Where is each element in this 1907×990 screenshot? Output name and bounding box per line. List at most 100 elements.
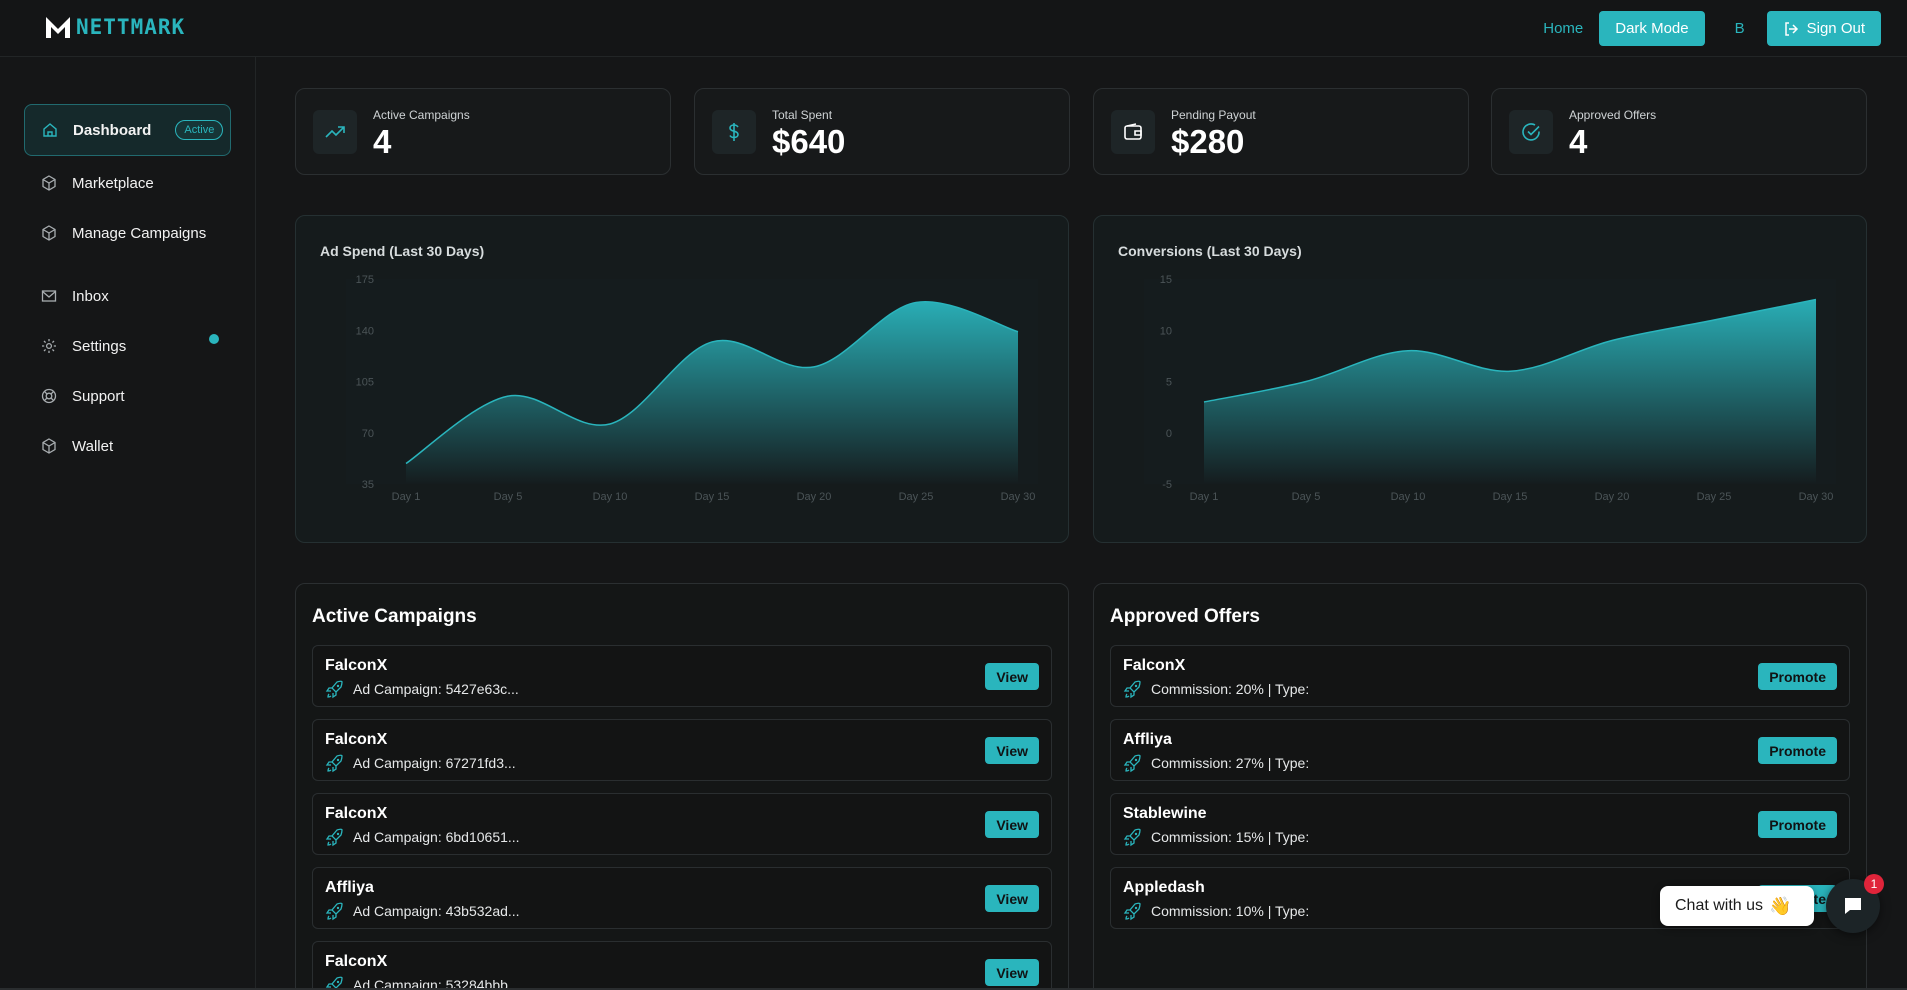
series-area xyxy=(1204,299,1816,484)
sidebar-item-manage-campaigns[interactable]: Manage Campaigns xyxy=(24,207,231,259)
chat-icon xyxy=(1845,898,1861,914)
detail-text: Commission: 10% | Type: xyxy=(1151,903,1310,919)
list-item: FalconX Ad Campaign: 53284bbb... View xyxy=(312,941,1052,990)
series-line xyxy=(405,300,1019,465)
promote-button[interactable]: Promote xyxy=(1758,737,1837,764)
rocket-icon xyxy=(325,902,343,921)
gear-icon xyxy=(40,337,58,355)
sidebar-item-label: Settings xyxy=(72,337,127,355)
sidebar-item-support[interactable]: Support xyxy=(24,370,231,422)
active-campaigns-card: Active Campaigns FalconX Ad Campaign: 542… xyxy=(295,583,1069,990)
sidebar-item-wallet[interactable]: Wallet xyxy=(24,420,231,472)
detail-text: Commission: 27% | Type: xyxy=(1151,755,1310,771)
logo-text: NETTMARK xyxy=(76,15,186,39)
view-button[interactable]: View xyxy=(985,663,1039,690)
check-circle-icon xyxy=(1509,110,1553,154)
list-item: Affliya Commission: 27% | Type: Promote xyxy=(1110,719,1850,781)
sidebar-item-dashboard[interactable]: Dashboard Active xyxy=(24,104,231,156)
inbox-unread-dot xyxy=(209,334,219,344)
x-tick-label: Day 15 xyxy=(695,491,730,503)
logo[interactable]: NETTMARK xyxy=(44,14,185,40)
list-item: Stablewine Commission: 15% | Type: Promote xyxy=(1110,793,1850,855)
y-tick-label: 35 xyxy=(362,479,374,491)
promote-button[interactable]: Promote xyxy=(1758,811,1837,838)
campaign-detail: Ad Campaign: 5427e63c... xyxy=(325,679,519,699)
sidebar-item-marketplace[interactable]: Marketplace xyxy=(24,157,231,209)
rocket-icon xyxy=(325,754,343,773)
detail-text: Ad Campaign: 53284bbb... xyxy=(353,977,520,990)
x-tick-label: Day 30 xyxy=(1799,491,1834,503)
ad-spend-chart: 175 140 105 70 35 Day 1 Day 5 Day 10 Day 15 Day 2… xyxy=(346,274,1038,503)
campaign-detail: Ad Campaign: 53284bbb... xyxy=(325,975,520,990)
detail-text: Ad Campaign: 67271fd3... xyxy=(353,755,516,771)
sidebar-item-label: Support xyxy=(72,387,125,405)
chat-notification-badge: 1 xyxy=(1864,874,1884,894)
rocket-icon xyxy=(1123,902,1141,921)
offer-name: Appledash xyxy=(1123,879,1205,896)
rocket-icon xyxy=(325,976,343,989)
top-bar: NETTMARK Home Dark Mode B Sign Out xyxy=(0,0,1907,57)
sign-out-icon xyxy=(1784,21,1798,36)
wave-emoji: 👋 xyxy=(1769,895,1792,916)
stat-value: $280 xyxy=(1171,123,1245,160)
view-button[interactable]: View xyxy=(985,811,1039,838)
list-item: FalconX Ad Campaign: 67271fd3... View xyxy=(312,719,1052,781)
stat-value: 4 xyxy=(373,123,392,160)
list-item: FalconX Commission: 20% | Type: Promote xyxy=(1110,645,1850,707)
x-tick-label: Day 1 xyxy=(392,491,421,503)
dark-mode-button[interactable]: Dark Mode xyxy=(1599,11,1705,46)
chart-title: Conversions (Last 30 Days) xyxy=(1118,243,1302,259)
campaign-name: FalconX xyxy=(325,805,388,822)
active-badge: Active xyxy=(175,120,224,140)
detail-text: Ad Campaign: 43b532ad... xyxy=(353,903,520,919)
user-initial[interactable]: B xyxy=(1734,20,1745,37)
list-item: FalconX Ad Campaign: 5427e63c... View xyxy=(312,645,1052,707)
conversions-chart: 15 10 5 0 -5 Day 1 Day 5 Day 10 Day 15 Day 20 Day … xyxy=(1144,274,1836,503)
home-link[interactable]: Home xyxy=(1543,20,1584,37)
lifebuoy-icon xyxy=(40,387,58,405)
stat-label: Total Spent xyxy=(772,108,833,122)
x-tick-label: Day 5 xyxy=(494,491,523,503)
y-tick-label: 10 xyxy=(1160,325,1172,337)
rocket-icon xyxy=(1123,680,1141,699)
x-tick-label: Day 30 xyxy=(1001,491,1036,503)
sidebar-item-label: Manage Campaigns xyxy=(72,224,207,242)
mail-icon xyxy=(40,287,58,305)
rocket-icon xyxy=(1123,754,1141,773)
ad-spend-chart-card: Ad Spend (Last 30 Days) 175 140 105 70 35 Day… xyxy=(295,215,1069,543)
stat-card-total-spent: Total Spent $640 xyxy=(694,88,1070,175)
y-tick-label: 175 xyxy=(356,274,374,286)
sign-out-button[interactable]: Sign Out xyxy=(1766,11,1881,46)
detail-text: Commission: 15% | Type: xyxy=(1151,829,1310,845)
stat-value: 4 xyxy=(1569,123,1588,160)
view-button[interactable]: View xyxy=(985,959,1039,986)
view-button[interactable]: View xyxy=(985,737,1039,764)
x-tick-label: Day 20 xyxy=(1595,491,1630,503)
stat-label: Pending Payout xyxy=(1171,108,1256,122)
x-tick-label: Day 15 xyxy=(1493,491,1528,503)
x-tick-label: Day 10 xyxy=(1391,491,1426,503)
logo-icon xyxy=(46,17,70,38)
sign-out-label: Sign Out xyxy=(1806,20,1865,37)
view-button[interactable]: View xyxy=(985,885,1039,912)
campaign-name: FalconX xyxy=(325,657,388,674)
chat-with-us-bubble[interactable]: Chat with us 👋 xyxy=(1660,886,1814,926)
stat-label: Approved Offers xyxy=(1569,108,1657,122)
sidebar-item-inbox[interactable]: Inbox xyxy=(24,270,231,322)
offer-detail: Commission: 20% | Type: xyxy=(1123,679,1309,699)
campaign-detail: Ad Campaign: 43b532ad... xyxy=(325,901,520,921)
list-item: FalconX Ad Campaign: 6bd10651... View xyxy=(312,793,1052,855)
sidebar-item-label: Marketplace xyxy=(72,174,154,192)
stat-label: Active Campaigns xyxy=(373,108,470,122)
promote-button[interactable]: Promote xyxy=(1758,663,1837,690)
y-tick-label: 105 xyxy=(356,377,374,389)
active-campaigns-title: Active Campaigns xyxy=(312,606,477,627)
stat-card-pending-payout: Pending Payout $280 xyxy=(1093,88,1469,175)
sidebar-item-settings[interactable]: Settings xyxy=(24,320,231,372)
y-tick-label: -5 xyxy=(1162,479,1172,491)
sidebar-item-label: Dashboard xyxy=(73,121,152,139)
offer-detail: Commission: 27% | Type: xyxy=(1123,753,1309,773)
offer-name: Stablewine xyxy=(1123,805,1207,822)
stat-card-active-campaigns: Active Campaigns 4 xyxy=(295,88,671,175)
bottom-divider xyxy=(0,988,1907,990)
